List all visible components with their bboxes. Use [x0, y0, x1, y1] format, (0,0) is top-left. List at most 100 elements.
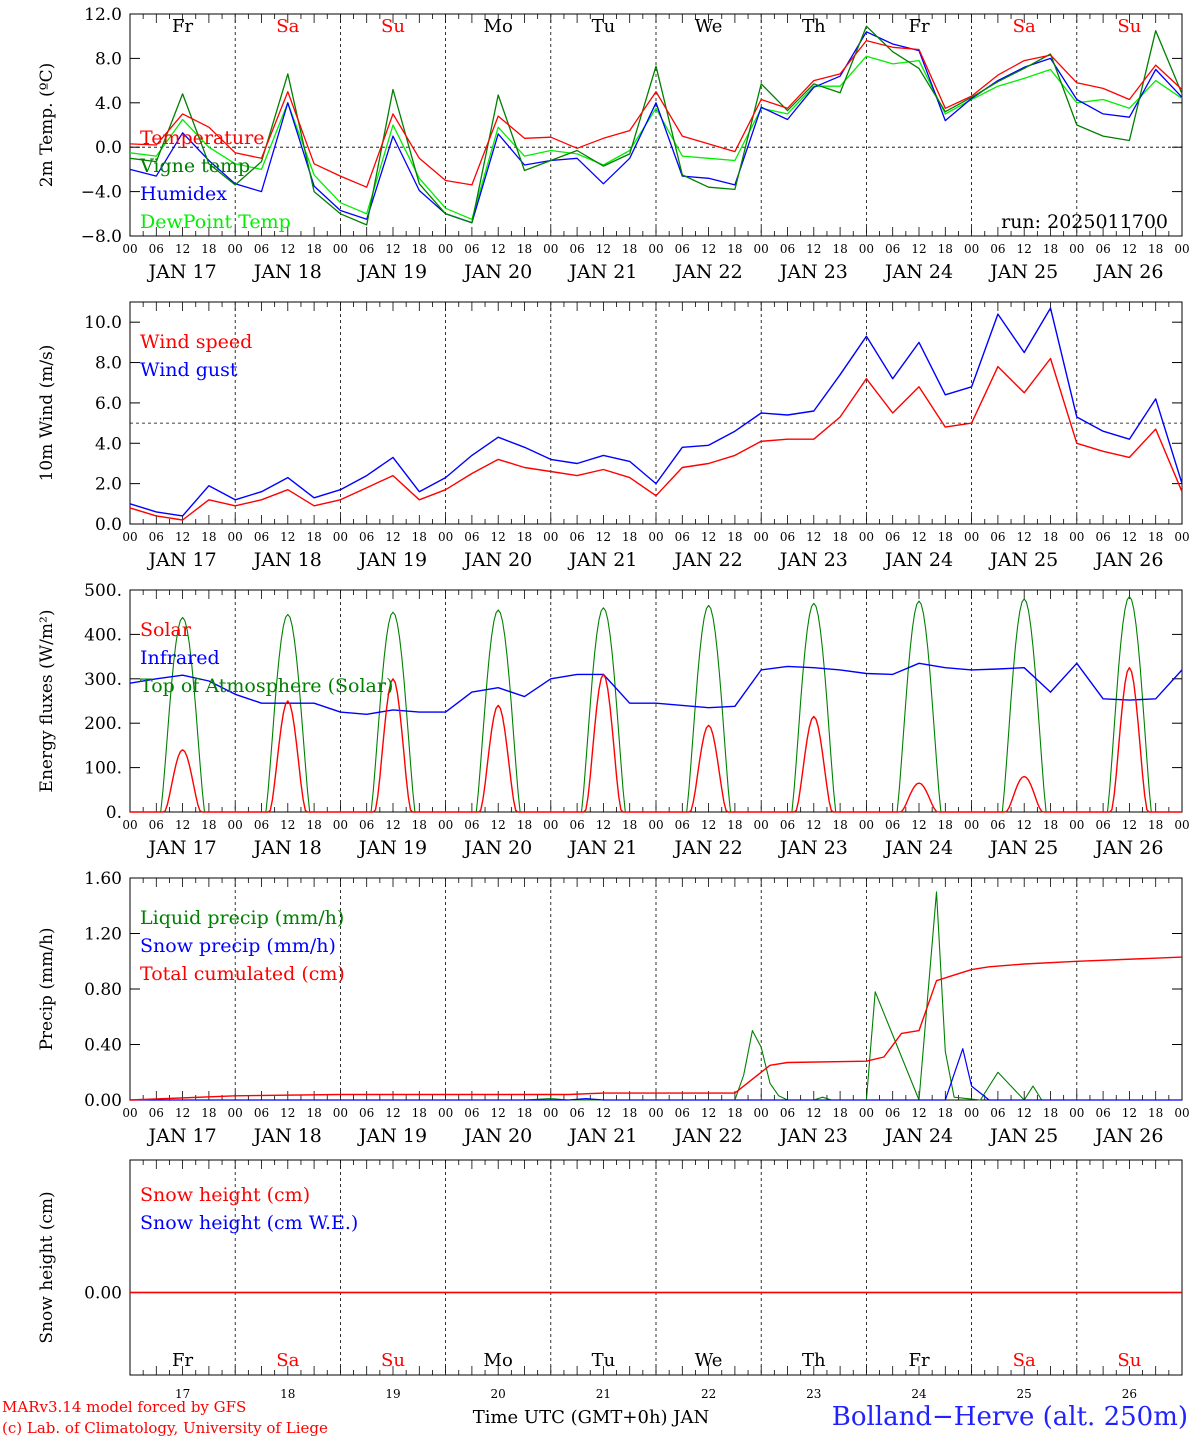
hour-tick-label: 18: [1148, 530, 1163, 544]
hour-tick-label: 12: [806, 242, 821, 256]
series-wind-speed: [129, 357, 1183, 521]
date-label: JAN 26: [1093, 549, 1163, 571]
legend-liquid-precip-mm-h-: Liquid precip (mm/h): [140, 907, 344, 929]
legend-total-cumulated-cm-: Total cumulated (cm): [140, 963, 345, 985]
hour-tick-label: 00: [1069, 1106, 1084, 1120]
hour-tick-label: 18: [201, 818, 216, 832]
series-vigne-temp: [129, 25, 1183, 226]
date-label: JAN 21: [567, 837, 637, 859]
hour-tick-label: 06: [149, 242, 164, 256]
date-label: JAN 23: [778, 549, 848, 571]
hour-tick-label: 06: [254, 242, 269, 256]
hour-tick-label: 00: [964, 818, 979, 832]
hour-tick-label: 00: [859, 242, 874, 256]
hour-tick-label: 00: [1069, 530, 1084, 544]
day-label: We: [695, 16, 723, 37]
hour-tick-label: 00: [964, 1106, 979, 1120]
hour-tick-label: 06: [990, 1106, 1005, 1120]
hour-tick-label: 12: [1122, 818, 1137, 832]
y-tick-label: 8.0: [95, 49, 122, 69]
model-credit: MARv3.14 model forced by GFS: [2, 1398, 247, 1416]
hour-tick-label: 00: [228, 818, 243, 832]
hour-tick-label: 06: [885, 1106, 900, 1120]
hour-tick-label: 00: [543, 818, 558, 832]
hour-tick-label: 18: [412, 818, 427, 832]
date-label: JAN 22: [673, 261, 743, 283]
day-label: Su: [1117, 16, 1141, 37]
y-tick-label: 1.20: [84, 925, 122, 945]
hour-tick-label: 18: [201, 242, 216, 256]
hour-tick-label: 18: [938, 530, 953, 544]
legend-humidex: Humidex: [140, 183, 227, 205]
hour-tick-label: 12: [911, 1106, 926, 1120]
series-temperature: [129, 39, 1183, 188]
series-infrared: [129, 662, 1183, 715]
hour-tick-label: 18: [201, 530, 216, 544]
date-label: JAN 17: [147, 1125, 217, 1147]
day-label: We: [695, 1350, 723, 1371]
date-label: JAN 18: [252, 1125, 322, 1147]
hour-tick-label: 12: [280, 242, 295, 256]
y-axis-label: Snow height (cm): [37, 1191, 57, 1343]
series-humidex: [129, 31, 1183, 224]
date-label: JAN 19: [357, 1125, 427, 1147]
hour-tick-label: 00: [754, 1106, 769, 1120]
hour-tick-label: 06: [780, 818, 795, 832]
date-label: JAN 24: [883, 837, 953, 859]
hour-tick-label: 06: [675, 818, 690, 832]
hour-tick-label: 18: [517, 1106, 532, 1120]
hour-tick-label: 00: [1174, 1106, 1189, 1120]
hour-tick-label: 06: [254, 530, 269, 544]
date-label: JAN 22: [673, 1125, 743, 1147]
hour-tick-label: 12: [1122, 530, 1137, 544]
date-label: JAN 25: [988, 549, 1058, 571]
hour-tick-label: 06: [149, 1106, 164, 1120]
hour-tick-label: 00: [438, 1106, 453, 1120]
y-axis-label: 2m Temp. (ºC): [37, 63, 57, 188]
hour-tick-label: 18: [517, 242, 532, 256]
hour-tick-label: 00: [333, 818, 348, 832]
hour-tick-label: 12: [596, 818, 611, 832]
legend-snow-height-cm-: Snow height (cm): [140, 1184, 310, 1206]
date-label: JAN 17: [147, 837, 217, 859]
date-label: JAN 26: [1093, 837, 1163, 859]
date-label: JAN 25: [988, 261, 1058, 283]
hour-tick-label: 00: [964, 242, 979, 256]
hour-tick-label: 06: [1095, 818, 1110, 832]
series-total-cumulated: [129, 956, 1183, 1101]
hour-tick-label: 18: [412, 530, 427, 544]
date-label: JAN 21: [567, 1125, 637, 1147]
y-tick-label: 4.0: [95, 94, 122, 114]
y-tick-label: 0.00: [84, 1091, 122, 1111]
hour-tick-label: 00: [122, 530, 137, 544]
hour-tick-label: 00: [754, 530, 769, 544]
hour-tick-label: 06: [780, 530, 795, 544]
hour-tick-label: 18: [306, 818, 321, 832]
y-tick-label: 4.0: [95, 434, 122, 454]
day-number: 18: [280, 1387, 295, 1401]
date-label: JAN 18: [252, 837, 322, 859]
date-label: JAN 20: [462, 261, 532, 283]
y-tick-label: 0.: [106, 803, 122, 823]
day-number: 26: [1122, 1387, 1137, 1401]
day-number: 17: [175, 1387, 190, 1401]
hour-tick-label: 06: [780, 1106, 795, 1120]
y-tick-label: 300.: [84, 670, 122, 690]
station-label: Bolland−Herve (alt. 250m): [831, 1402, 1188, 1432]
hour-tick-label: 18: [1148, 1106, 1163, 1120]
hour-tick-label: 00: [1174, 530, 1189, 544]
day-label: Fr: [908, 16, 929, 37]
y-tick-label: 100.: [84, 759, 122, 779]
hour-tick-label: 12: [1122, 242, 1137, 256]
hour-tick-label: 06: [569, 242, 584, 256]
date-label: JAN 22: [673, 837, 743, 859]
date-label: JAN 20: [462, 549, 532, 571]
date-label: JAN 19: [357, 549, 427, 571]
hour-tick-label: 06: [990, 530, 1005, 544]
date-label: JAN 25: [988, 837, 1058, 859]
day-label: Su: [381, 1350, 405, 1371]
day-number: 24: [911, 1387, 927, 1401]
hour-tick-label: 06: [464, 530, 479, 544]
series-solar: [130, 667, 1182, 813]
